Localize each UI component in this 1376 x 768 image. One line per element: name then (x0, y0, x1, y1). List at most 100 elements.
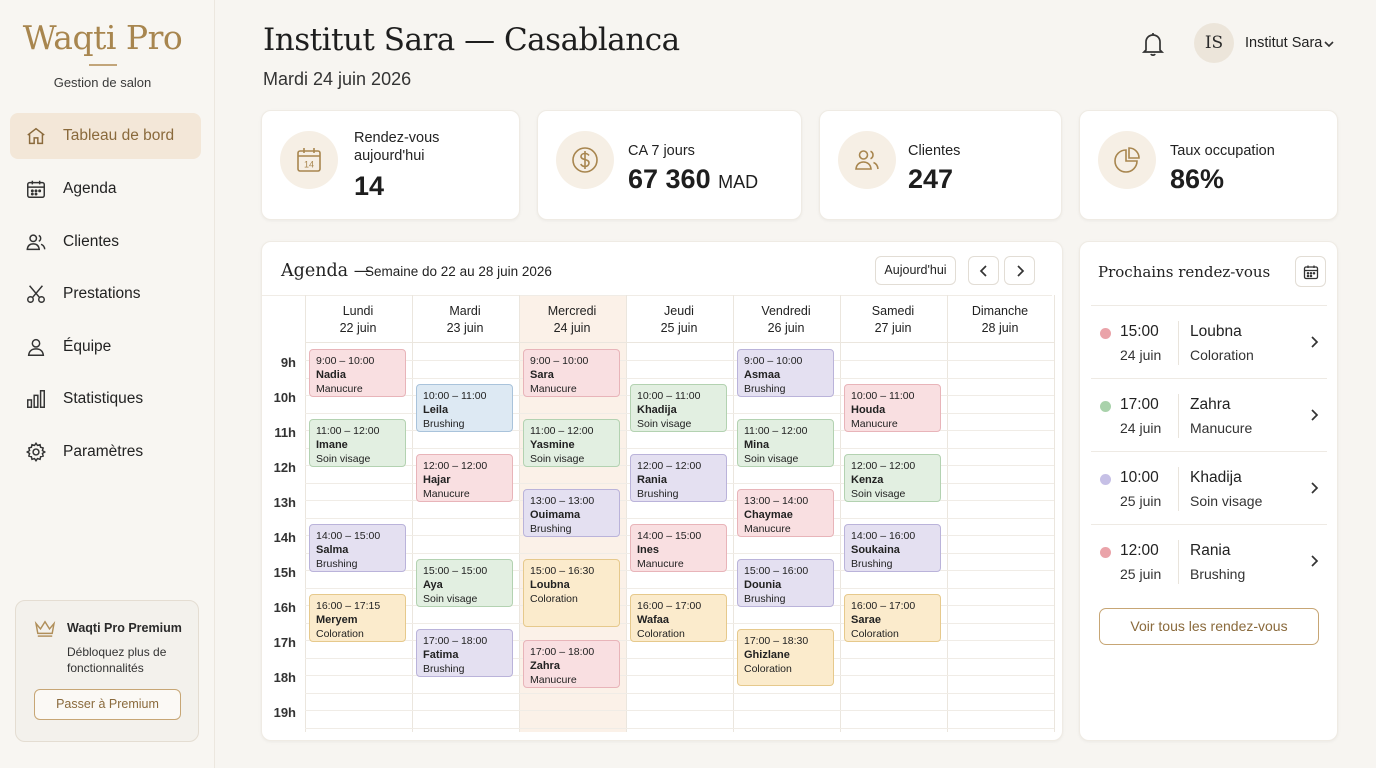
avatar[interactable]: IS (1194, 23, 1234, 63)
day-header[interactable]: Dimanche 28 juin (947, 303, 1053, 337)
user-menu[interactable]: Institut Sara (1245, 35, 1323, 51)
day-header[interactable]: Mercredi 24 juin (519, 303, 625, 337)
appointment-block[interactable]: 17:00 – 18:00 Zahra Manucure (523, 640, 620, 688)
appointment-block[interactable]: 14:00 – 15:00 Salma Brushing (309, 524, 406, 572)
upcoming-item[interactable]: 15:00 24 juin Loubna Coloration (1091, 305, 1327, 378)
appointment-time: 9:00 – 10:00 (316, 355, 375, 367)
upcoming-item[interactable]: 12:00 25 juin Rania Brushing (1091, 524, 1327, 597)
prev-week-button[interactable] (968, 256, 999, 285)
appointment-block[interactable]: 10:00 – 11:00 Houda Manucure (844, 384, 941, 432)
sidebar-item-label: Paramètres (63, 443, 144, 460)
appointment-block[interactable]: 12:00 – 12:00 Rania Brushing (630, 454, 727, 502)
day-header[interactable]: Jeudi 25 juin (626, 303, 732, 337)
appointment-block[interactable]: 16:00 – 17:00 Wafaa Coloration (630, 594, 727, 642)
day-header[interactable]: Samedi 27 juin (840, 303, 946, 337)
appointment-block[interactable]: 9:00 – 10:00 Sara Manucure (523, 349, 620, 397)
sidebar-item-prestations[interactable]: Prestations (10, 271, 201, 317)
appointment-block[interactable]: 9:00 – 10:00 Asmaa Brushing (737, 349, 834, 397)
appointment-block[interactable]: 15:00 – 16:00 Dounia Brushing (737, 559, 834, 607)
day-date: 27 juin (874, 321, 912, 335)
appointment-time: 12:00 – 12:00 (637, 460, 702, 472)
appointment-time: 13:00 – 14:00 (744, 495, 809, 507)
grid-line (305, 728, 1054, 729)
sidebar: Waqti Pro Gestion de salon Tableau de bo… (0, 0, 215, 768)
appointment-block[interactable]: 15:00 – 16:30 Loubna Coloration (523, 559, 620, 627)
agenda-grid: Lundi 22 juin Mardi 23 juin Mercredi 24 juin J… (262, 295, 1055, 732)
home-icon (27, 127, 45, 145)
stat-unit: MAD (718, 172, 759, 192)
appointment-block[interactable]: 16:00 – 17:15 Meryem Coloration (309, 594, 406, 642)
bell-icon[interactable] (1141, 31, 1165, 57)
grid-line (305, 710, 1054, 711)
appointment-block[interactable]: 16:00 – 17:00 Sarae Coloration (844, 594, 941, 642)
upcoming-date: 25 juin (1120, 493, 1162, 509)
appointment-block[interactable]: 14:00 – 16:00 Soukaina Brushing (844, 524, 941, 572)
upcoming-item[interactable]: 17:00 24 juin Zahra Manucure (1091, 378, 1327, 451)
appointment-time: 14:00 – 15:00 (637, 530, 702, 542)
appointment-service: Brushing (530, 523, 572, 535)
upcoming-service: Brushing (1190, 566, 1246, 582)
appointment-block[interactable]: 11:00 – 12:00 Imane Soin visage (309, 419, 406, 467)
appointment-client: Soukaina (851, 544, 900, 556)
sidebar-item-agenda[interactable]: Agenda (10, 166, 201, 212)
appointment-time: 11:00 – 12:00 (530, 425, 594, 437)
appointment-block[interactable]: 12:00 – 12:00 Kenza Soin visage (844, 454, 941, 502)
sidebar-item-parametres[interactable]: Paramètres (10, 429, 201, 475)
appointment-block[interactable]: 17:00 – 18:30 Ghizlane Coloration (737, 629, 834, 686)
day-header[interactable]: Vendredi 26 juin (733, 303, 839, 337)
sidebar-item-clientes[interactable]: Clientes (10, 219, 201, 265)
appointment-block[interactable]: 9:00 – 10:00 Nadia Manucure (309, 349, 406, 397)
agenda-card: Agenda — Semaine do 22 au 28 juin 2026 A… (261, 241, 1063, 741)
day-name: Mardi (449, 304, 481, 318)
chevron-down-icon[interactable] (1323, 38, 1335, 50)
appointment-client: Chaymae (744, 509, 793, 521)
sidebar-item-equipe[interactable]: Équipe (10, 324, 201, 370)
appointment-block[interactable]: 15:00 – 15:00 Aya Soin visage (416, 559, 513, 607)
appointment-time: 14:00 – 16:00 (851, 530, 916, 542)
appointment-block[interactable]: 11:00 – 12:00 Yasmine Soin visage (523, 419, 620, 467)
stat-card-occupancy: Taux occupation 86% (1079, 110, 1338, 220)
chevron-right-icon (1311, 482, 1319, 494)
today-button[interactable]: Aujourd'hui (875, 256, 956, 285)
appointment-service: Coloration (637, 628, 685, 640)
status-dot (1100, 547, 1111, 558)
upcoming-client: Rania (1190, 542, 1231, 559)
appointment-block[interactable]: 12:00 – 12:00 Hajar Manucure (416, 454, 513, 502)
appointment-client: Loubna (530, 579, 570, 591)
appointment-block[interactable]: 13:00 – 14:00 Chaymae Manucure (737, 489, 834, 537)
hour-label: 11h (274, 425, 296, 440)
upcoming-calendar-button[interactable] (1295, 256, 1326, 287)
next-week-button[interactable] (1004, 256, 1035, 285)
appointment-service: Manucure (530, 383, 577, 395)
hour-label: 19h (273, 705, 296, 720)
upcoming-date: 24 juin (1120, 347, 1162, 363)
appointment-block[interactable]: 11:00 – 12:00 Mina Soin visage (737, 419, 834, 467)
stat-number: 67 360 (628, 164, 711, 194)
sidebar-item-label: Équipe (63, 338, 112, 355)
view-all-appointments-button[interactable]: Voir tous les rendez-vous (1099, 608, 1319, 645)
appointment-time: 12:00 – 12:00 (423, 460, 488, 472)
day-header[interactable]: Mardi 23 juin (412, 303, 518, 337)
grid-line (840, 295, 841, 732)
appointment-client: Ouimama (530, 509, 581, 521)
appointment-block[interactable]: 14:00 – 15:00 Ines Manucure (630, 524, 727, 572)
scissors-icon (27, 285, 45, 303)
upgrade-premium-button[interactable]: Passer à Premium (34, 689, 181, 720)
grid-line (305, 588, 1054, 589)
appointment-block[interactable]: 10:00 – 11:00 Khadija Soin visage (630, 384, 727, 432)
day-header[interactable]: Lundi 22 juin (305, 303, 411, 337)
grid-line (1054, 295, 1055, 732)
premium-card: Waqti Pro Premium Débloquez plus de fonc… (15, 600, 199, 742)
chevron-right-icon (1311, 409, 1319, 421)
appointment-block[interactable]: 10:00 – 11:00 Leila Brushing (416, 384, 513, 432)
sidebar-item-statistiques[interactable]: Statistiques (10, 376, 201, 422)
appointment-block[interactable]: 13:00 – 13:00 Ouimama Brushing (523, 489, 620, 537)
appointment-client: Nadia (316, 369, 346, 381)
grid-line (305, 448, 1054, 449)
sidebar-item-tableau-de-bord[interactable]: Tableau de bord (10, 113, 201, 159)
day-date: 22 juin (339, 321, 377, 335)
appointment-block[interactable]: 17:00 – 18:00 Fatima Brushing (416, 629, 513, 677)
day-date: 28 juin (981, 321, 1019, 335)
day-date: 23 juin (446, 321, 484, 335)
upcoming-item[interactable]: 10:00 25 juin Khadija Soin visage (1091, 451, 1327, 524)
